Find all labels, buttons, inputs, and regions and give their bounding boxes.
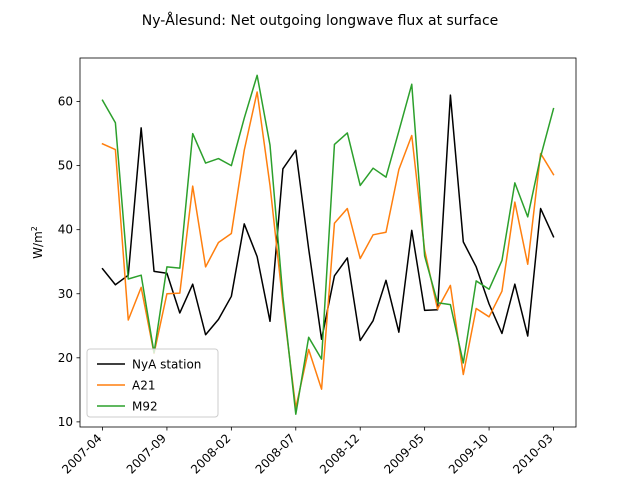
y-tick-label: 20 — [58, 351, 73, 365]
legend: NyA station A21 M92 — [86, 348, 219, 418]
y-tick-label: 30 — [58, 287, 73, 301]
legend-label-nya-station: NyA station — [132, 358, 201, 372]
legend-label-a21: A21 — [132, 379, 155, 393]
y-tick-label: 40 — [58, 223, 73, 237]
plot-frame — [79, 57, 577, 428]
y-tick-label: 10 — [58, 415, 73, 429]
legend-box — [86, 348, 219, 418]
y-axis-label-sup: 2 — [30, 226, 39, 231]
series-layer — [101, 74, 555, 415]
y-axis-label: W/m2 — [30, 226, 45, 259]
chart-title: Ny-Ålesund: Net outgoing longwave flux a… — [142, 12, 499, 29]
y-tick-label: 50 — [58, 159, 73, 173]
series-line-a21 — [101, 91, 555, 409]
y-tick-label: 60 — [58, 95, 73, 109]
legend-label-m92: M92 — [132, 400, 158, 414]
series-line-m92 — [101, 74, 555, 415]
y-axis-label-base: W/m — [31, 231, 45, 259]
